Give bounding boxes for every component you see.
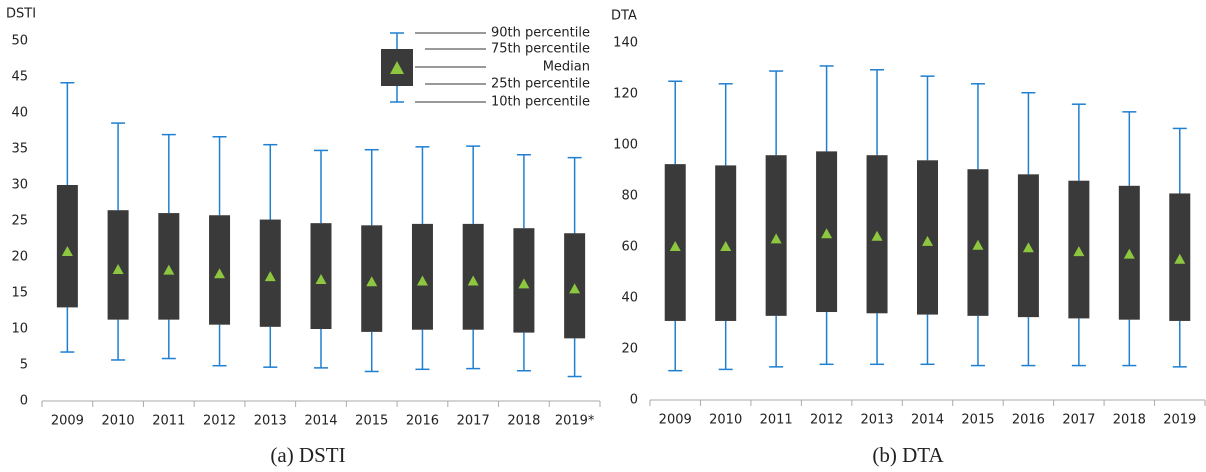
legend-label: 90th percentile (491, 26, 590, 41)
median-marker (416, 275, 428, 286)
x-tick-label: 2014 (304, 414, 337, 429)
x-tick-label: 2015 (355, 414, 388, 429)
x-tick-label: 2011 (760, 413, 793, 428)
median-marker (61, 245, 73, 256)
median-marker (214, 268, 226, 279)
y-tick-label: 30 (11, 178, 28, 193)
y-axis-label: DSTI (6, 7, 36, 22)
x-tick-label: 2013 (860, 413, 893, 428)
median-marker (770, 233, 782, 244)
y-tick-label: 20 (11, 250, 28, 265)
median-marker (1174, 253, 1186, 264)
x-tick-label: 2016 (1012, 413, 1045, 428)
legend-label: 10th percentile (491, 95, 590, 110)
median-marker (669, 241, 681, 251)
median-marker (871, 230, 883, 241)
x-tick-label: 2017 (1062, 413, 1095, 428)
x-tick-label: 2018 (507, 414, 540, 429)
median-marker (821, 228, 833, 239)
legend-label: 75th percentile (491, 42, 590, 57)
x-tick-label: 2012 (810, 413, 843, 428)
median-marker (112, 263, 124, 274)
y-tick-label: 35 (11, 142, 28, 157)
y-tick-label: 25 (11, 214, 28, 229)
y-tick-label: 140 (613, 36, 638, 51)
legend-label: 25th percentile (491, 77, 590, 92)
x-tick-label: 2014 (911, 413, 944, 428)
median-marker (1123, 248, 1135, 259)
y-tick-label: 40 (621, 291, 638, 306)
x-tick-label: 2010 (709, 413, 742, 428)
median-marker (163, 264, 175, 275)
median-marker (569, 283, 581, 294)
x-tick-label: 2015 (961, 413, 994, 428)
caption: (b) DTA (872, 443, 944, 467)
x-tick-label: 2018 (1113, 413, 1146, 428)
y-tick-label: 5 (20, 358, 28, 373)
y-tick-label: 60 (621, 240, 638, 255)
y-tick-label: 40 (11, 106, 28, 121)
x-tick-label: 2016 (406, 414, 439, 429)
y-tick-label: 10 (11, 322, 28, 337)
x-tick-label: 2009 (659, 413, 692, 428)
x-tick-label: 2011 (152, 414, 185, 429)
y-tick-label: 100 (613, 138, 638, 153)
y-tick-label: 120 (613, 87, 638, 102)
median-marker (972, 239, 984, 250)
y-tick-label: 50 (11, 34, 28, 49)
median-marker (366, 276, 378, 287)
median-marker (720, 241, 732, 251)
x-tick-label: 2019 (1163, 413, 1196, 428)
median-marker (315, 274, 327, 285)
y-tick-label: 15 (11, 286, 28, 301)
median-marker (1022, 242, 1034, 253)
y-tick-label: 0 (630, 393, 638, 408)
x-tick-label: 2010 (102, 414, 135, 429)
median-marker (518, 278, 530, 289)
x-tick-label: 2013 (254, 414, 287, 429)
caption: (a) DSTI (270, 443, 345, 467)
y-tick-label: 80 (621, 189, 638, 204)
y-tick-label: 0 (20, 394, 28, 409)
legend-label: Median (543, 60, 590, 75)
median-marker (922, 235, 933, 246)
x-tick-label: 2019* (555, 414, 595, 429)
x-tick-label: 2012 (203, 414, 236, 429)
median-marker (1073, 246, 1085, 257)
x-tick-label: 2017 (457, 414, 490, 429)
y-tick-label: 20 (621, 342, 638, 357)
legend-median (390, 61, 404, 74)
median-marker (264, 271, 276, 282)
y-axis-label: DTA (611, 9, 637, 24)
median-marker (467, 275, 479, 286)
y-tick-label: 45 (11, 70, 28, 85)
x-tick-label: 2009 (51, 414, 84, 429)
